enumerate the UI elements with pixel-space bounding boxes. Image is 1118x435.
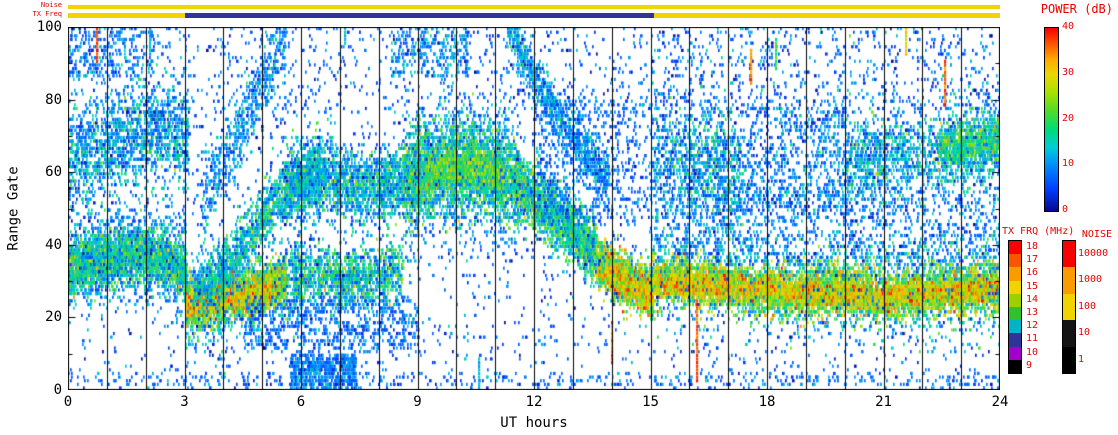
noise-colorbar-segment — [1063, 320, 1075, 347]
noise-colorbar-tick-label: 10000 — [1078, 248, 1109, 259]
txfreq-strip-segment — [68, 13, 185, 18]
noise-strip-label: Noise — [40, 1, 62, 9]
power-colorbar-title: POWER (dB) — [1040, 2, 1113, 16]
power-colorbar-tick-label: 10 — [1062, 158, 1075, 170]
txfrq-colorbar-tick-label: 17 — [1026, 254, 1039, 266]
power-colorbar-tick-label: 40 — [1062, 21, 1075, 32]
y-tick-label: 80 — [45, 91, 62, 108]
noise-colorbar-title: NOISE — [1081, 229, 1112, 240]
txfrq-colorbar-segment — [1009, 254, 1021, 268]
noise-colorbar-segment — [1063, 267, 1075, 294]
y-tick-label: 0 — [53, 382, 62, 398]
txfrq-colorbar-segment — [1009, 241, 1021, 255]
noise-colorbar-segment — [1063, 241, 1075, 268]
noise-colorbar-tick-label: 1000 — [1078, 274, 1103, 286]
y-tick-label: 20 — [45, 309, 62, 326]
txfrq-colorbar-tick-label: 14 — [1026, 293, 1039, 305]
x-tick-label: 9 — [413, 394, 422, 410]
y-tick-label: 40 — [45, 236, 62, 253]
txfrq-colorbar-tick-label: 11 — [1026, 333, 1039, 345]
txfrq-colorbar-segment — [1009, 280, 1021, 294]
noise-colorbar-tick-label: 1 — [1078, 353, 1085, 365]
txfrq-colorbar-segment — [1009, 267, 1021, 281]
txfrq-colorbar-tick-label: 9 — [1026, 359, 1033, 371]
x-axis-title: UT hours — [500, 415, 568, 431]
noise-colorbar-segment — [1063, 293, 1075, 321]
x-tick-label: 21 — [875, 394, 892, 410]
txfrq-colorbar-tick-label: 15 — [1026, 280, 1039, 292]
noise-colorbar-segment — [1063, 346, 1075, 373]
rti-plot-canvas — [68, 27, 1000, 390]
power-colorbar-tick-label: 20 — [1062, 112, 1075, 124]
noise-colorbar-tick-label: 10 — [1078, 327, 1091, 339]
txfrq-colorbar-tick-label: 12 — [1026, 320, 1039, 332]
txfreq-strip-segment — [654, 13, 1000, 18]
txfrq-colorbar — [1008, 240, 1022, 374]
txfrq-colorbar-segment — [1009, 320, 1021, 334]
y-tick-label: 60 — [45, 164, 62, 181]
x-tick-label: 15 — [642, 394, 659, 410]
x-tick-label: 3 — [180, 394, 189, 410]
y-axis-title: Range Gate — [5, 166, 22, 251]
txfrq-colorbar-segment — [1009, 293, 1021, 307]
x-tick-label: 24 — [991, 394, 1009, 410]
txfrq-colorbar-segment — [1009, 333, 1021, 347]
x-tick-label: 12 — [525, 394, 543, 410]
txfreq-strip-label: TX Freq — [32, 10, 62, 18]
power-colorbar-tick-label: 0 — [1062, 204, 1069, 215]
txfreq-strip-segment — [184, 13, 655, 18]
noise-strip-segment — [68, 5, 1000, 9]
txfrq-colorbar-tick-label: 18 — [1026, 241, 1039, 252]
txfrq-colorbar-title: TX FRQ (MHz) — [1002, 226, 1075, 237]
txfrq-colorbar-segment — [1009, 346, 1021, 360]
txfrq-colorbar-tick-label: 16 — [1026, 267, 1039, 279]
x-tick-label: 0 — [63, 394, 73, 410]
x-tick-label: 6 — [296, 394, 306, 410]
txfrq-colorbar-tick-label: 10 — [1026, 346, 1039, 358]
power-colorbar — [1044, 27, 1059, 212]
txfrq-colorbar-tick-label: 13 — [1026, 307, 1039, 318]
x-tick-label: 18 — [758, 394, 776, 410]
y-tick-label: 100 — [36, 19, 62, 35]
noise-colorbar — [1062, 240, 1076, 374]
txfrq-colorbar-segment — [1009, 359, 1021, 373]
txfrq-colorbar-segment — [1009, 306, 1021, 321]
noise-colorbar-tick-label: 100 — [1078, 300, 1097, 312]
power-colorbar-tick-label: 30 — [1062, 66, 1075, 78]
